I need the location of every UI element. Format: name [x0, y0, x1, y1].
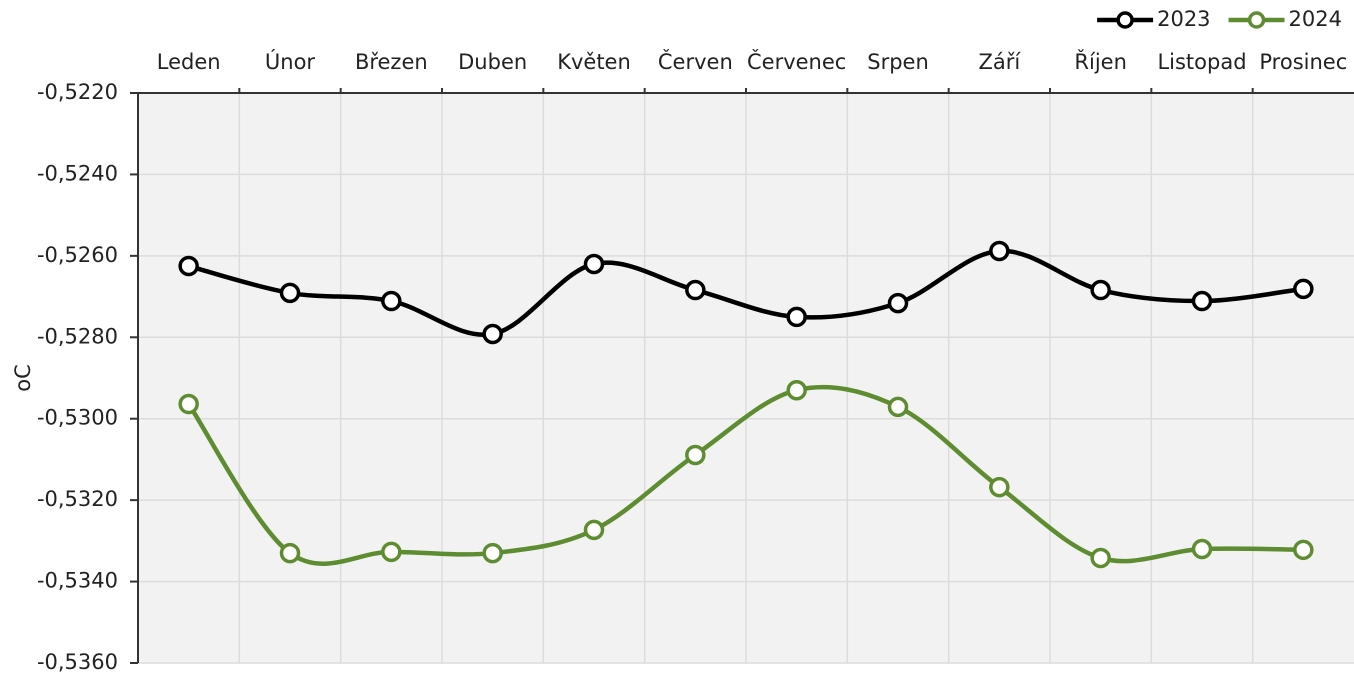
point-marker: [1293, 539, 1314, 561]
point-marker: [178, 393, 199, 415]
point-marker: [381, 541, 402, 563]
x-tick-label: Leden: [157, 50, 221, 74]
x-tick-label: Srpen: [867, 50, 929, 74]
point-marker: [482, 323, 503, 345]
x-tick-label: Duben: [458, 50, 527, 74]
x-tick-label: Březen: [355, 50, 428, 74]
y-tick-label: -0,5320: [37, 487, 118, 511]
x-tick-label: Únor: [265, 49, 316, 74]
x-tick-label: Říjen: [1074, 49, 1127, 74]
y-tick-label: -0,5280: [37, 324, 118, 348]
y-axis-label: oC: [11, 364, 35, 392]
point-marker: [482, 542, 503, 564]
x-tick-label: Listopad: [1157, 50, 1246, 74]
y-tick-label: -0,5360: [37, 650, 118, 674]
point-marker: [583, 519, 605, 541]
y-tick-label: -0,5240: [37, 161, 118, 185]
x-tick-label: Červenec: [747, 49, 846, 74]
point-marker: [685, 444, 706, 466]
y-tick-label: -0,5260: [37, 243, 118, 267]
y-tick-label: -0,5220: [37, 80, 118, 104]
point-marker: [1090, 279, 1111, 301]
point-marker: [887, 396, 909, 418]
x-tick-label: Květen: [557, 50, 631, 74]
x-tick-label: Červen: [658, 49, 733, 74]
legend-marker: [1116, 11, 1134, 29]
legend-label: 2024: [1289, 7, 1342, 31]
point-marker: [1293, 278, 1314, 300]
point-marker: [1191, 290, 1213, 312]
point-marker: [1090, 547, 1111, 569]
point-marker: [989, 476, 1010, 498]
y-tick-label: -0,5300: [37, 406, 118, 430]
point-marker: [279, 282, 301, 304]
legend-marker: [1247, 11, 1266, 29]
point-marker: [786, 306, 807, 328]
point-marker: [1191, 538, 1213, 560]
x-tick-label: Prosinec: [1259, 50, 1347, 74]
point-marker: [583, 253, 605, 275]
point-marker: [989, 240, 1010, 262]
x-tick-label: Září: [978, 50, 1021, 74]
point-marker: [685, 279, 706, 301]
point-marker: [887, 292, 909, 314]
point-marker: [786, 379, 807, 401]
point-marker: [381, 290, 402, 312]
legend-label: 2023: [1157, 7, 1210, 31]
point-marker: [279, 542, 301, 564]
y-tick-label: -0,5340: [37, 569, 118, 593]
point-marker: [178, 255, 199, 277]
